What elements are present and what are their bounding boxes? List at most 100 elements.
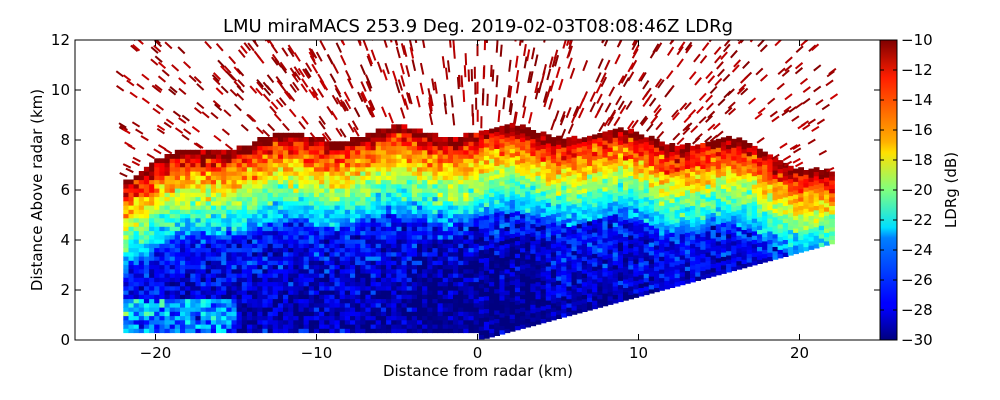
ldr-cell (437, 213, 444, 219)
ldr-cell (483, 321, 490, 326)
ldr-cell (705, 252, 712, 257)
ldr-cell (174, 264, 181, 270)
ldr-cell (391, 158, 397, 164)
ldr-cell (138, 285, 145, 291)
ldr-cell (190, 324, 197, 329)
ldr-cell (690, 192, 696, 198)
ldr-cell (195, 162, 202, 168)
ldr-cell (370, 307, 377, 312)
ldr-cell (195, 200, 202, 206)
ldr-cell (257, 243, 264, 249)
ldr-cell (581, 285, 588, 291)
ldr-cell (159, 175, 166, 181)
ldr-cell (149, 222, 155, 227)
ldr-cell (329, 226, 336, 232)
ldr-cell (499, 151, 506, 157)
ldr-cell (674, 196, 681, 202)
ldr-cell (221, 179, 227, 185)
ldr-cell (195, 234, 202, 240)
ldr-cell (355, 311, 361, 317)
ldr-cell (149, 319, 155, 325)
ldr-cell (154, 247, 160, 253)
ldr-cell (216, 183, 222, 189)
ldr-cell (365, 324, 372, 329)
ldr-cell (597, 196, 604, 202)
ldr-cell (612, 243, 619, 249)
ldr-cell (504, 277, 511, 283)
ldr-cell (504, 162, 511, 168)
ldr-cell (154, 183, 160, 189)
ldr-cell (442, 175, 449, 181)
ldr-cell (386, 243, 392, 249)
ldr-cell (200, 183, 207, 189)
ldr-cell (509, 135, 516, 141)
ldr-cell (417, 128, 423, 134)
ldr-cell (525, 208, 531, 213)
ldr-cell (180, 217, 186, 223)
ldr-cell (195, 285, 202, 291)
ldr-cell (411, 311, 418, 317)
ldr-cell (221, 307, 227, 312)
ldr-cell (643, 286, 650, 291)
ldr-cell (216, 209, 222, 215)
ldr-cell (241, 319, 248, 325)
ldr-cell (695, 144, 701, 150)
ldr-cell (509, 275, 516, 281)
ldr-cell (195, 183, 202, 189)
ldr-cell (185, 247, 191, 253)
ldr-cell (180, 328, 186, 334)
ldr-cell (154, 196, 160, 202)
ldr-cell (154, 175, 160, 181)
ldr-cell (504, 226, 511, 232)
ldr-cell (654, 253, 660, 259)
ldr-cell (674, 179, 681, 185)
ldr-cell (143, 268, 150, 274)
ldr-cell (154, 264, 160, 270)
ldr-cell (587, 140, 593, 145)
ldr-cell (174, 158, 181, 164)
ldr-cell (205, 230, 212, 236)
ldr-cell (417, 183, 423, 189)
ldr-cell (659, 277, 665, 283)
ldr-cell (221, 294, 227, 300)
ldr-cell (427, 268, 434, 274)
ldr-cell (324, 260, 330, 266)
ldr-cell (216, 179, 222, 185)
ldr-cell (380, 158, 387, 164)
ldr-cell (690, 256, 696, 262)
ldr-cell (159, 217, 166, 223)
ldr-cell (664, 242, 671, 247)
ldr-cell (143, 183, 150, 189)
ldr-cell (499, 295, 506, 301)
ldr-cell (355, 145, 361, 151)
ldr-cell (489, 183, 495, 189)
ldr-cell (494, 326, 500, 332)
ldr-cell (509, 271, 516, 277)
ldr-cell (669, 245, 676, 250)
ldr-cell (695, 165, 701, 171)
ldr-cell (525, 199, 531, 205)
ldr-cell (427, 234, 434, 240)
ldr-cell (246, 188, 253, 193)
ldr-cell (561, 142, 567, 148)
ldr-cell (308, 247, 315, 253)
ldr-cell (478, 275, 485, 280)
ldr-cell (303, 196, 310, 202)
ldr-cell (628, 188, 634, 194)
ldr-cell (587, 246, 593, 252)
ldr-cell (571, 267, 578, 273)
ldr-cell (205, 251, 212, 257)
ldr-cell (463, 137, 470, 142)
ldr-cell (283, 132, 289, 138)
ldr-cell (478, 156, 485, 161)
ldr-cell (339, 319, 346, 325)
ldr-cell (180, 273, 186, 278)
ldr-cell (514, 198, 521, 203)
ldr-cell (437, 149, 444, 155)
ldr-cell (494, 288, 500, 294)
ldr-cell (236, 234, 243, 240)
ldr-cell (205, 179, 212, 185)
ldr-cell (458, 302, 464, 308)
ldr-cell (463, 188, 470, 193)
ldr-cell (659, 205, 665, 211)
